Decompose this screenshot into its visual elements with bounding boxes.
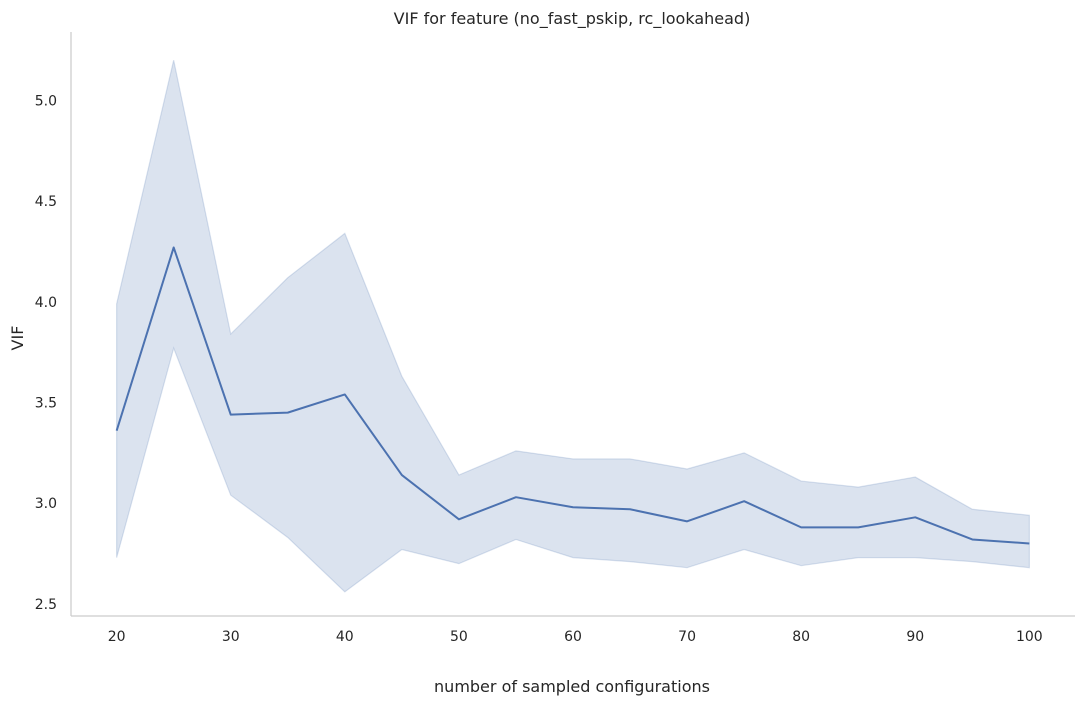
series-line-0 <box>115 246 1030 545</box>
x-axis-label: number of sampled configurations <box>434 677 710 696</box>
x-tick-label: 20 <box>108 629 126 645</box>
x-tick-labels: 20 30 40 50 60 70 80 90 100 <box>108 629 1043 645</box>
y-tick-label: 2.5 <box>35 597 57 613</box>
y-tick-label: 5.0 <box>35 93 57 109</box>
x-tick-label: 70 <box>678 629 696 645</box>
x-tick-label: 40 <box>336 629 354 645</box>
y-axis-label: VIF <box>8 326 27 351</box>
y-tick-label: 3.5 <box>35 396 57 412</box>
chart-title: VIF for feature (no_fast_pskip, rc_looka… <box>394 9 751 29</box>
confidence-band-layer <box>116 60 1030 593</box>
confidence-band-0 <box>116 60 1030 593</box>
y-tick-label: 4.0 <box>35 295 57 311</box>
y-tick-label: 3.0 <box>35 496 57 512</box>
y-tick-labels: 2.5 3.0 3.5 4.0 4.5 5.0 <box>35 93 57 612</box>
series-line-layer <box>115 246 1030 545</box>
x-tick-label: 30 <box>222 629 240 645</box>
x-tick-label: 90 <box>906 629 924 645</box>
x-tick-label: 50 <box>450 629 468 645</box>
x-tick-label: 80 <box>792 629 810 645</box>
y-tick-label: 4.5 <box>35 194 57 210</box>
x-tick-label: 100 <box>1016 629 1043 645</box>
x-tick-label: 60 <box>564 629 582 645</box>
